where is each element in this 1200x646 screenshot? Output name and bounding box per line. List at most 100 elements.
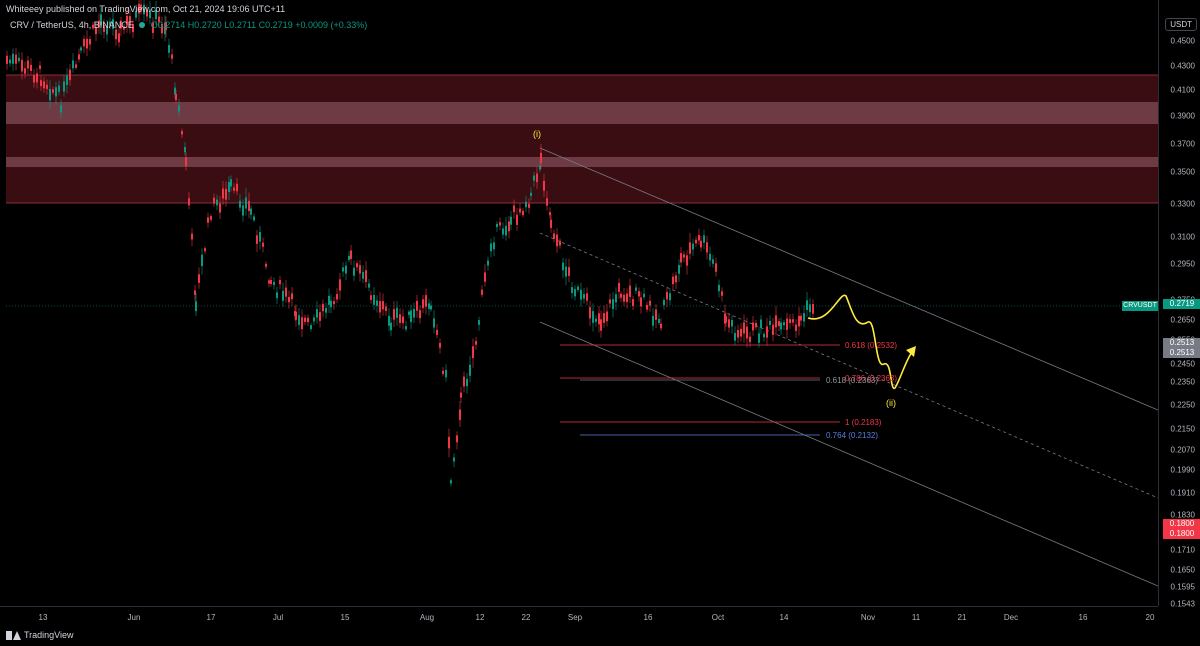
candle-body [672, 276, 674, 285]
price-chart[interactable]: (i) (ii) 0.618 (0.2532) 0.786 (0.2363) 0… [0, 0, 1158, 606]
candle-body [792, 319, 794, 323]
candle-body [112, 19, 114, 29]
candle-body [553, 233, 555, 239]
time-tick-label: 13 [38, 613, 48, 622]
candle-body [276, 292, 278, 299]
time-tick-label: Dec [1003, 613, 1019, 622]
price-tick-label: 0.1910 [1170, 488, 1195, 498]
candle-body [502, 228, 504, 235]
candle-body [24, 68, 26, 74]
candle-body [615, 294, 617, 303]
candle-body [228, 182, 230, 193]
last-price-badge: 0.2719 [1163, 299, 1200, 309]
candle-body [138, 3, 140, 14]
candle-body [106, 26, 108, 35]
candle-body [83, 39, 85, 47]
candle-body [253, 216, 255, 221]
candle-body [195, 301, 197, 312]
candle-body [123, 26, 125, 30]
candle-body [233, 187, 235, 191]
candle-body [273, 281, 275, 286]
candle-body [379, 301, 381, 313]
candle-body [700, 240, 702, 248]
candle-body [115, 29, 117, 40]
candle-body [30, 64, 32, 71]
candle-body [692, 243, 694, 250]
candle-body [740, 328, 742, 337]
candle-body [132, 24, 134, 33]
candle-body [663, 300, 665, 306]
candle-body [755, 322, 757, 328]
candle-body [448, 436, 450, 449]
candle-body [256, 235, 258, 244]
time-axis[interactable]: 13 Jun 17 Jul 15 Aug 12 22 Sep 16 Oct 14 Nov 11 21 Dec 1… [0, 606, 1158, 627]
candle-body [425, 295, 427, 307]
candle-body [678, 265, 680, 274]
candle-body [191, 233, 193, 240]
candle-body [49, 89, 51, 101]
candle-body [282, 290, 284, 301]
candle-body [786, 318, 788, 330]
candle-body [178, 105, 180, 112]
candle-body [640, 297, 642, 307]
price-tick-label: 0.2350 [1170, 377, 1195, 387]
candle-body [242, 205, 244, 216]
candle-body [27, 60, 29, 69]
footer-brand[interactable]: TradingView [6, 630, 74, 640]
symbol-title[interactable]: CRV / TetherUS, 4h, BINANCE [10, 20, 134, 30]
candle-body [460, 392, 462, 398]
candle-body [368, 283, 370, 288]
market-status-icon [139, 22, 146, 28]
candle-body [310, 325, 312, 330]
candle-body [171, 54, 173, 59]
candle-body [775, 315, 777, 328]
candle-body [175, 93, 177, 101]
candle-body [603, 313, 605, 323]
candle-body [428, 303, 430, 309]
candle-body [612, 299, 614, 309]
candle-body [490, 243, 492, 252]
candle-body [304, 317, 306, 322]
candle-body [80, 47, 82, 51]
candle-body [15, 54, 17, 64]
price-badge-grey-2: 0.2513 [1163, 348, 1200, 358]
candle-body [413, 308, 415, 318]
price-tick-label: 0.3900 [1170, 111, 1195, 121]
candle-body [638, 291, 640, 297]
price-tick-label: 0.4100 [1170, 85, 1195, 95]
time-tick-label: Jun [127, 613, 141, 622]
price-tick-label: 0.3700 [1170, 139, 1195, 149]
price-tick-label: 0.1543 [1170, 599, 1195, 609]
candle-body [188, 198, 190, 206]
candle-body [92, 24, 94, 29]
supply-zone-band-lower [6, 157, 1158, 167]
candle-body [12, 53, 14, 64]
candle-body [469, 364, 471, 376]
candle-body [772, 324, 774, 335]
candle-body [259, 232, 261, 242]
candle-body [385, 306, 387, 311]
price-tick-label: 0.3500 [1170, 167, 1195, 177]
candlestick-series [6, 0, 814, 487]
candle-body [416, 300, 418, 311]
candle-body [484, 272, 486, 282]
candle-body [568, 267, 570, 276]
candle-body [410, 310, 412, 323]
price-axis[interactable]: USDT 0.4500 0.4300 0.4100 0.3900 0.3700 0.350… [1158, 0, 1200, 609]
time-tick-label: 16 [1078, 613, 1088, 622]
candle-body [496, 223, 498, 228]
candle-body [69, 69, 71, 81]
fib-label-0764: 0.764 (0.2132) [826, 431, 878, 440]
publish-header: Whiteeey published on TradingView.com, O… [6, 4, 286, 14]
currency-button[interactable]: USDT [1165, 18, 1197, 31]
candle-body [184, 146, 186, 153]
candle-body [519, 208, 521, 213]
candle-body [459, 409, 461, 420]
candle-body [510, 216, 512, 225]
candle-body [66, 75, 68, 85]
candle-body [161, 23, 163, 34]
candle-body [21, 59, 23, 72]
symbol-legend[interactable]: CRV / TetherUS, 4h, BINANCE O0.2714 H0.2… [10, 20, 367, 30]
price-tick-label: 0.1595 [1170, 582, 1195, 592]
candle-body [152, 22, 154, 33]
